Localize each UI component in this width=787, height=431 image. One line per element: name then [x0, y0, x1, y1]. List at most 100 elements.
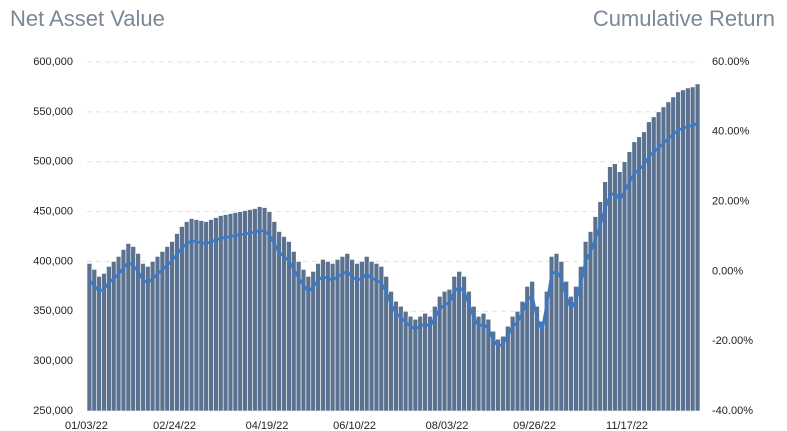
bar — [680, 89, 686, 412]
bar — [271, 221, 278, 412]
bar — [232, 212, 239, 412]
bar — [587, 231, 594, 412]
bar — [689, 86, 696, 412]
bar — [174, 233, 180, 412]
bar — [334, 259, 341, 412]
bar — [373, 263, 380, 412]
bar — [149, 261, 156, 412]
y-tick-label: 450,000 — [33, 205, 73, 217]
bar — [111, 261, 117, 412]
x-tick-label: 08/03/22 — [426, 420, 469, 431]
bar — [329, 263, 336, 412]
y2-tick-label: 40.00% — [712, 126, 750, 138]
bar — [456, 271, 462, 412]
y-tick-label: 600,000 — [33, 56, 73, 68]
bar — [612, 163, 618, 412]
bar — [660, 106, 667, 412]
bar — [276, 231, 282, 412]
x-tick-label: 06/10/22 — [333, 420, 376, 431]
bar — [188, 218, 195, 412]
y-tick-label: 400,000 — [33, 255, 73, 267]
x-tick-label: 01/03/22 — [65, 420, 108, 431]
bar — [198, 220, 205, 412]
bar — [539, 320, 545, 412]
bar — [305, 276, 312, 412]
bar — [203, 221, 209, 412]
bar — [193, 219, 200, 412]
bar — [101, 273, 107, 412]
bar — [553, 253, 560, 412]
bar — [500, 335, 506, 412]
bar — [475, 315, 482, 412]
bar — [295, 261, 302, 412]
bar — [407, 315, 414, 412]
bar — [616, 171, 623, 412]
bar — [364, 256, 370, 412]
bar — [140, 263, 146, 412]
y2-tick-label: -20.00% — [712, 335, 753, 347]
bar — [402, 310, 409, 412]
bar — [651, 116, 657, 412]
bar — [310, 271, 316, 412]
bar — [641, 131, 647, 412]
bar — [91, 269, 98, 412]
x-tick-label: 11/17/22 — [606, 420, 648, 431]
bar — [393, 301, 399, 412]
bar — [655, 111, 662, 412]
bar — [169, 241, 175, 412]
bar — [646, 121, 652, 412]
bar — [281, 236, 287, 412]
bar — [218, 215, 224, 412]
chart-title: Net Asset Value — [10, 6, 165, 31]
bar — [349, 259, 355, 412]
x-tick-label: 02/24/22 — [153, 420, 196, 431]
bar — [208, 219, 214, 412]
bar — [621, 161, 628, 412]
bar — [631, 141, 638, 412]
y2-tick-label: 60.00% — [712, 56, 750, 68]
x-tick-label: 04/19/22 — [246, 420, 289, 431]
bar — [237, 211, 243, 412]
y2-tick-label: 20.00% — [712, 196, 750, 208]
bar — [427, 315, 433, 412]
bar — [115, 256, 122, 412]
bar — [685, 87, 691, 412]
bar — [670, 96, 676, 412]
bar — [179, 226, 185, 412]
y-tick-label: 300,000 — [33, 355, 73, 367]
y-tick-label: 350,000 — [33, 305, 73, 317]
bar — [368, 261, 375, 412]
y2-tick-label: -40.00% — [712, 405, 753, 417]
bar — [266, 211, 273, 412]
y-tick-label: 550,000 — [33, 106, 73, 118]
bar — [694, 83, 701, 412]
bar — [120, 249, 127, 412]
bar — [568, 296, 574, 412]
bar — [514, 310, 521, 412]
bar — [252, 208, 258, 412]
bar — [359, 261, 365, 412]
bar — [164, 246, 171, 412]
x-tick-label: 09/26/22 — [513, 420, 556, 431]
bar — [96, 276, 102, 412]
bar — [242, 210, 248, 412]
y2-tick-label: 0.00% — [712, 265, 743, 277]
bar — [325, 261, 331, 412]
bar — [227, 213, 234, 412]
bar — [261, 207, 268, 412]
bar — [636, 136, 642, 412]
bar — [291, 251, 297, 412]
bar — [422, 312, 428, 412]
bar — [130, 246, 136, 412]
bar — [315, 263, 321, 412]
bar — [339, 256, 346, 412]
bar — [626, 151, 633, 412]
bar — [159, 251, 166, 412]
bar — [106, 266, 112, 412]
bar — [286, 241, 292, 412]
bar — [154, 256, 161, 412]
bar — [86, 263, 93, 412]
bar — [675, 91, 681, 412]
bar — [398, 305, 404, 412]
